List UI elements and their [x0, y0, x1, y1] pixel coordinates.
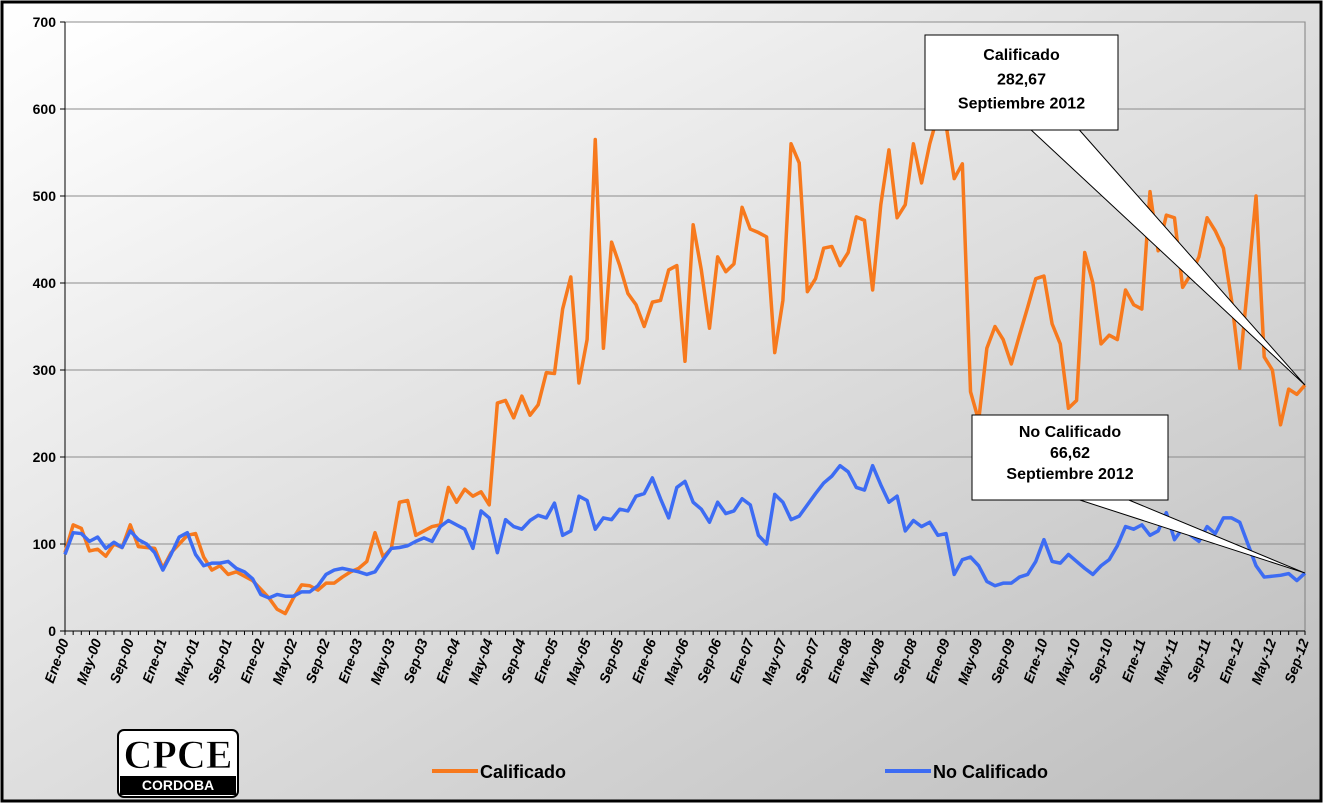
logo-band	[120, 776, 236, 795]
callout-text: Septiembre 2012	[1006, 466, 1133, 483]
callout-pointer	[1030, 129, 1306, 386]
y-tick-label: 200	[33, 449, 57, 465]
callout-text: 66,62	[1050, 445, 1090, 462]
callout-text: No Calificado	[1019, 424, 1121, 441]
logo-subtitle: CORDOBA	[142, 777, 214, 793]
y-tick-label: 600	[33, 101, 57, 117]
logo: CPCE CORDOBA	[117, 729, 239, 798]
y-tick-label: 700	[33, 14, 57, 30]
y-tick-label: 300	[33, 362, 57, 378]
callout-box	[971, 414, 1169, 501]
legend-label: No Calificado	[933, 762, 1048, 782]
series-line	[63, 113, 1307, 616]
callout-text: Calificado	[983, 47, 1060, 64]
callout-pointer	[1079, 499, 1306, 574]
y-tick-label: 500	[33, 188, 57, 204]
y-tick-label: 100	[33, 536, 57, 552]
callout-text: Septiembre 2012	[958, 96, 1085, 113]
callout-box	[924, 34, 1119, 131]
legend-label: Calificado	[480, 762, 566, 782]
y-tick-label: 400	[33, 275, 57, 291]
series-line	[63, 463, 1307, 600]
callout-text: 282,67	[997, 71, 1046, 88]
y-tick-label: 0	[48, 623, 56, 639]
logo-title: CPCE	[124, 732, 233, 777]
